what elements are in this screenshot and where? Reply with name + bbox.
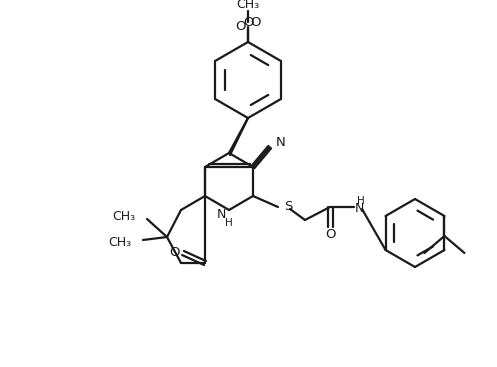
- Text: O: O: [170, 246, 180, 258]
- Text: O: O: [235, 19, 245, 33]
- Text: N: N: [217, 208, 226, 222]
- Text: O: O: [250, 17, 260, 29]
- Text: N: N: [355, 203, 364, 215]
- Text: CH₃: CH₃: [108, 236, 131, 248]
- Text: CH₃: CH₃: [112, 211, 135, 224]
- Text: N: N: [276, 135, 285, 149]
- Text: O: O: [325, 229, 335, 241]
- Text: S: S: [284, 200, 292, 212]
- Text: CH₃: CH₃: [237, 0, 259, 11]
- Text: H: H: [225, 218, 233, 228]
- Text: H: H: [357, 196, 365, 206]
- Text: O: O: [243, 17, 253, 29]
